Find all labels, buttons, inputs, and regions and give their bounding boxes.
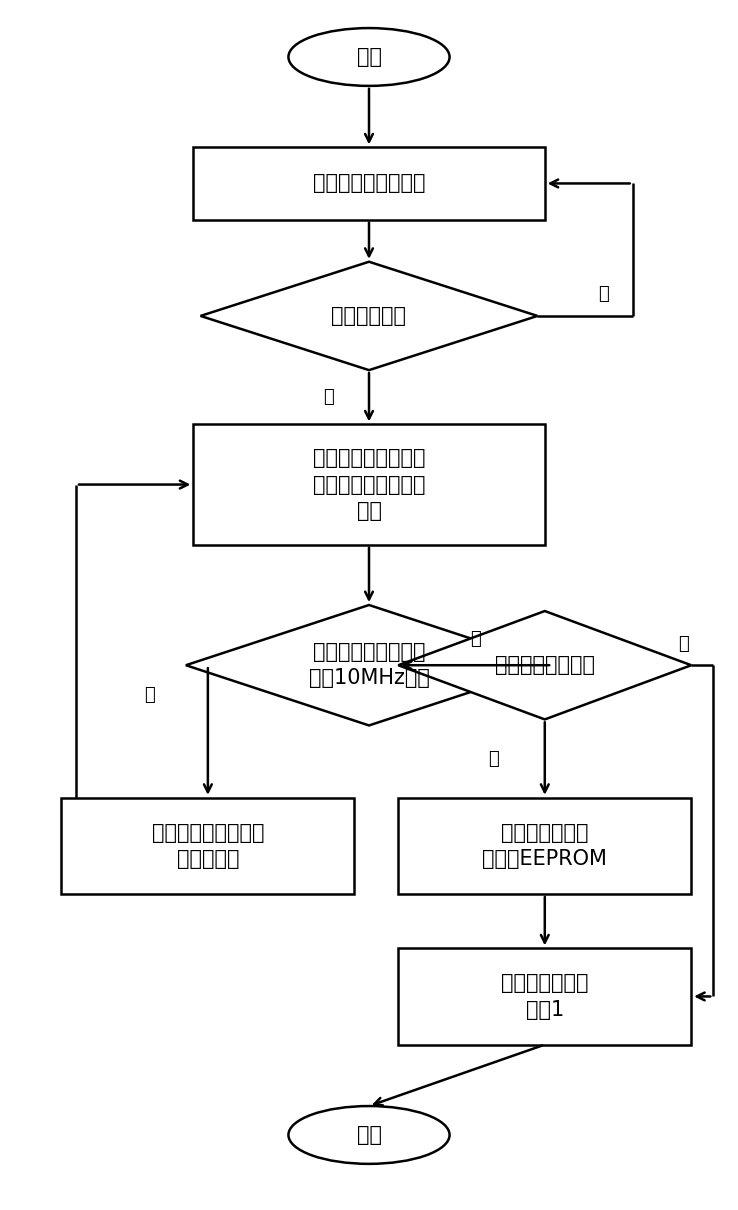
FancyBboxPatch shape [193, 148, 545, 219]
Text: 是: 是 [488, 749, 499, 767]
FancyBboxPatch shape [193, 425, 545, 544]
Polygon shape [201, 261, 537, 370]
Polygon shape [186, 605, 552, 726]
Text: 进入微调模式: 进入微调模式 [331, 306, 407, 325]
Text: 否: 否 [678, 634, 689, 652]
Polygon shape [399, 611, 692, 720]
FancyBboxPatch shape [399, 949, 692, 1044]
Text: 根据相位关系对补偿
值进行修正: 根据相位关系对补偿 值进行修正 [151, 823, 264, 869]
Text: 结束: 结束 [356, 1125, 382, 1145]
FancyBboxPatch shape [61, 797, 354, 894]
Text: 将修正后的补偿
值写入EEPROM: 将修正后的补偿 值写入EEPROM [483, 823, 607, 869]
Text: 开始: 开始 [356, 47, 382, 67]
Text: 电路工作在守时模式: 电路工作在守时模式 [313, 173, 425, 194]
Text: 两者相位差是否大于
一个10MHz周期: 两者相位差是否大于 一个10MHz周期 [308, 643, 430, 688]
Text: 检测电路输出秒脉冲
与输入秒脉冲的相位
关系: 检测电路输出秒脉冲 与输入秒脉冲的相位 关系 [313, 448, 425, 522]
Text: 将该地址最高位
写为1: 将该地址最高位 写为1 [501, 973, 588, 1020]
Text: 是: 是 [144, 686, 155, 704]
Text: 是否修正过补偿值: 是否修正过补偿值 [494, 656, 595, 675]
Ellipse shape [289, 28, 449, 86]
Ellipse shape [289, 1106, 449, 1164]
FancyBboxPatch shape [399, 797, 692, 894]
Text: 否: 否 [598, 286, 609, 304]
Text: 是: 是 [323, 388, 334, 407]
Text: 否: 否 [470, 629, 480, 647]
